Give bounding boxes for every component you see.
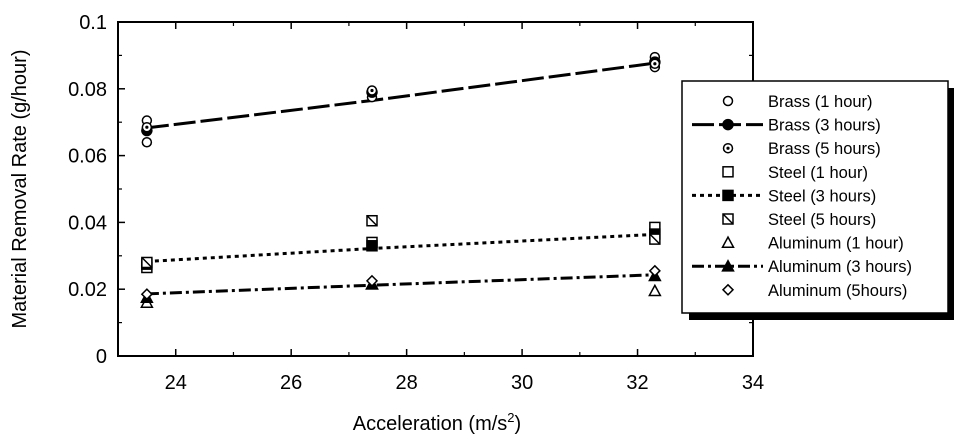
x-tick-label: 32 [626, 372, 648, 394]
y-tick-label: 0.02 [68, 279, 107, 301]
legend-marker [722, 142, 734, 154]
x-tick-label: 24 [165, 372, 187, 394]
y-tick-label: 0.06 [68, 146, 107, 168]
data-point-aluminum-5hours [648, 264, 661, 277]
data-point-steel-5-hours [649, 233, 661, 245]
x-axis-title: Acceleration (m/s2) [353, 410, 521, 435]
data-point-brass-5-hours [649, 58, 661, 69]
legend-item-steel-3-hours: Steel (3 hours) [692, 187, 876, 205]
legend-item-aluminum-5hours: Aluminum (5hours) [721, 282, 907, 300]
legend-marker [722, 166, 734, 178]
legend-marker [722, 213, 734, 225]
data-point-aluminum-1-hour [648, 283, 662, 297]
x-tick-label: 30 [511, 372, 533, 394]
legend-marker [722, 118, 734, 131]
marker-dot [726, 146, 730, 150]
marker-shape [722, 95, 734, 107]
legend: Brass (1 hour) Brass (3 hours) Brass (5 ho… [681, 80, 954, 320]
marker-shape [648, 283, 662, 297]
marker-dot [653, 62, 657, 66]
marker-hatch [366, 215, 378, 227]
legend-label: Steel (5 hours) [768, 211, 876, 229]
marker-hatch [722, 213, 734, 225]
y-axis-title: Material Removal Rate (g/hour) [9, 50, 31, 329]
legend-label: Steel (3 hours) [768, 187, 876, 205]
legend-label: Brass (1 hour) [768, 93, 873, 111]
marker-shape [365, 274, 379, 287]
data-point-steel-5-hours [366, 214, 378, 227]
legend-item-aluminum-1-hour: Aluminum (1 hour) [721, 235, 904, 253]
data-point-steel-3-hours [366, 240, 378, 252]
legend-item-brass-5-hours: Brass (5 hours) [722, 140, 881, 158]
marker-shape [721, 283, 735, 296]
legend-label: Brass (3 hours) [768, 117, 881, 135]
plot-frame [117, 21, 754, 357]
legend-marker [722, 189, 734, 202]
marker-hatch [141, 256, 153, 269]
y-tick-label: 0.04 [68, 212, 107, 234]
legend-marker [722, 95, 734, 107]
data-point-aluminum-5hours [140, 288, 153, 301]
legend-marker [721, 283, 735, 296]
data-point-brass-5-hours [141, 121, 153, 133]
marker-shape [721, 259, 735, 272]
data-point-aluminum-5hours [365, 274, 379, 287]
marker-shape [721, 235, 735, 249]
legend-item-aluminum-3-hours: Aluminum (3 hours) [692, 258, 912, 276]
legend-item-steel-1-hour: Steel (1 hour) [722, 164, 868, 182]
legend-label: Brass (5 hours) [768, 140, 881, 158]
data-point-brass-1-hour [141, 136, 153, 148]
fit-line [146, 61, 656, 130]
legend-label: Steel (1 hour) [768, 164, 868, 182]
marker-shape [366, 240, 378, 252]
marker-shape [722, 166, 734, 178]
marker-dot [370, 88, 374, 93]
marker-shape [722, 118, 734, 131]
legend-marker [721, 235, 735, 249]
x-tick-label: 26 [280, 372, 302, 394]
data-point-steel-5-hours [141, 256, 153, 269]
y-tick-label: 0.08 [68, 79, 107, 101]
x-tick-label: 28 [396, 372, 418, 394]
y-axis-ticks: 0 0.02 0.04 0.06 0.08 0.1 [68, 12, 753, 368]
legend-label: Aluminum (5hours) [768, 282, 907, 300]
legend-marker [721, 259, 735, 272]
marker-shape [722, 189, 734, 202]
data-point-brass-5-hours [366, 85, 378, 96]
marker-shape [141, 136, 153, 148]
legend-label: Aluminum (3 hours) [768, 258, 912, 276]
legend-item-steel-5-hours: Steel (5 hours) [722, 211, 876, 229]
x-tick-label: 34 [742, 372, 764, 394]
marker-shape [648, 264, 661, 277]
marker-dot [145, 125, 149, 129]
data-markers [140, 51, 662, 308]
y-tick-label: 0.1 [79, 12, 107, 34]
fit-line [146, 273, 655, 296]
legend-item-brass-3-hours: Brass (3 hours) [692, 117, 881, 135]
x-axis-ticks: 24 26 28 30 32 34 [117, 22, 764, 394]
fit-line [146, 232, 655, 263]
fit-lines [146, 61, 656, 296]
marker-shape [140, 288, 153, 301]
marker-hatch [649, 233, 661, 245]
legend-label: Aluminum (1 hour) [768, 235, 904, 253]
legend-item-brass-1-hour: Brass (1 hour) [722, 93, 873, 111]
y-tick-label: 0 [96, 346, 107, 368]
